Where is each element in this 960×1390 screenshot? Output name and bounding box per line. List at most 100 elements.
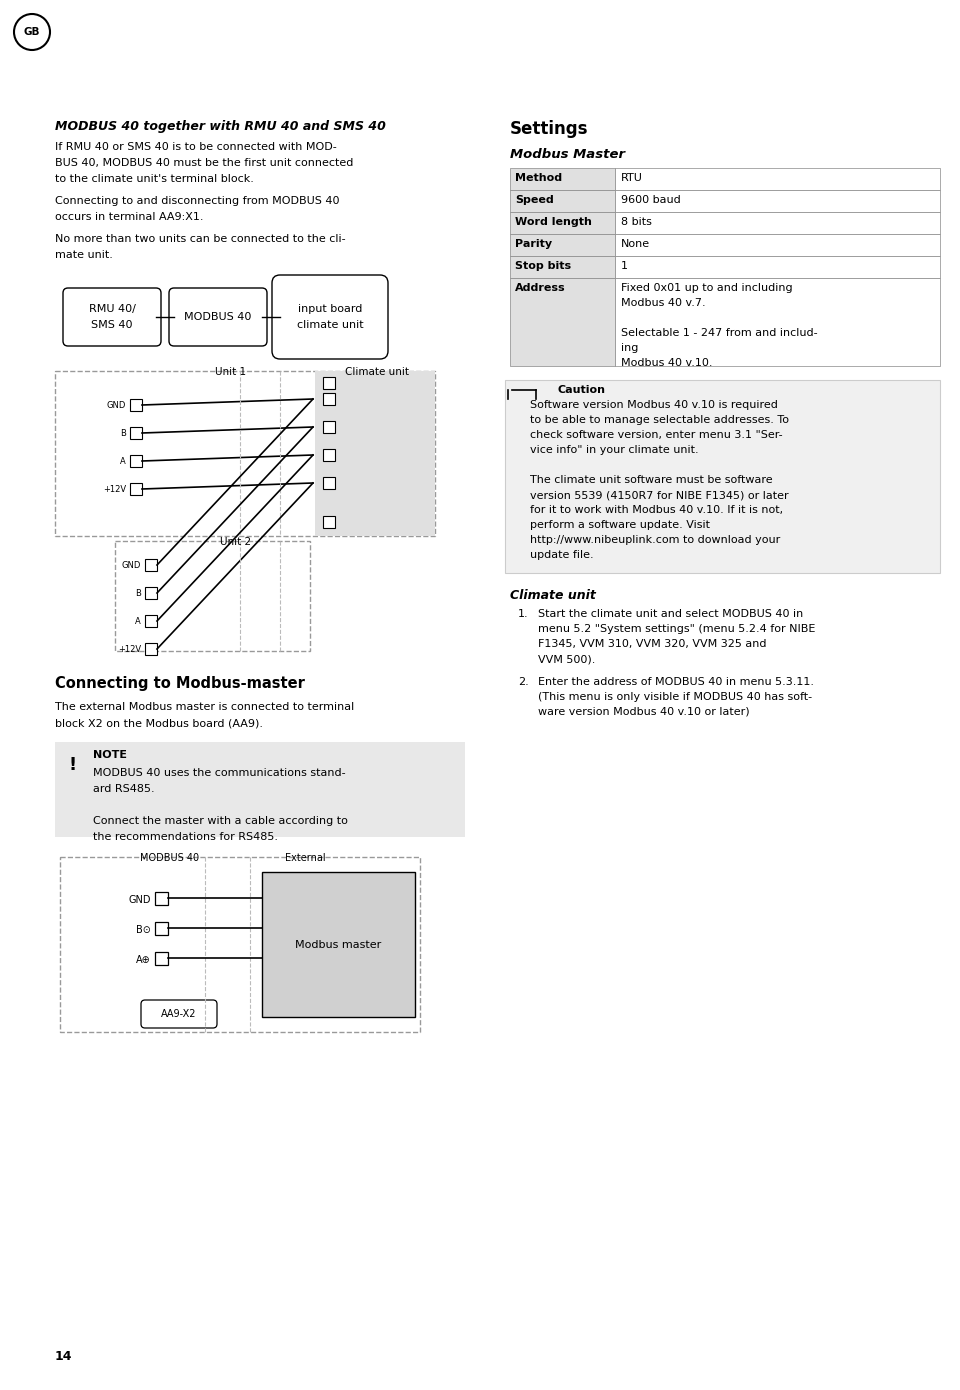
Text: Fixed 0x01 up to and including: Fixed 0x01 up to and including: [621, 284, 793, 293]
Text: NOTE: NOTE: [93, 751, 127, 760]
Text: Method: Method: [515, 172, 563, 183]
Bar: [60, 858, 420, 1031]
Bar: [615, 256, 940, 278]
Bar: [615, 190, 940, 213]
Bar: [323, 377, 335, 389]
Text: A⊕: A⊕: [136, 955, 151, 965]
Text: mate unit.: mate unit.: [55, 250, 113, 260]
Bar: [505, 379, 940, 573]
Text: Modbus Master: Modbus Master: [510, 147, 625, 161]
Text: Modbus master: Modbus master: [296, 940, 382, 949]
Text: Address: Address: [515, 284, 565, 293]
Text: 1: 1: [621, 261, 628, 271]
Text: Start the climate unit and select MODBUS 40 in: Start the climate unit and select MODBUS…: [538, 609, 804, 619]
Text: Modbus 40 v.10.: Modbus 40 v.10.: [621, 359, 712, 368]
Text: update file.: update file.: [530, 550, 593, 560]
Bar: [55, 371, 435, 537]
Text: Modbus 40 v.7.: Modbus 40 v.7.: [621, 297, 706, 309]
Text: Parity: Parity: [515, 239, 552, 249]
Text: B: B: [120, 430, 126, 438]
Text: Connect the master with a cable according to: Connect the master with a cable accordin…: [93, 816, 348, 826]
Text: B⊙: B⊙: [136, 924, 151, 935]
Text: Enter the address of MODBUS 40 in menu 5.3.11.: Enter the address of MODBUS 40 in menu 5…: [538, 677, 814, 687]
Bar: [323, 449, 335, 461]
Bar: [145, 559, 157, 571]
Text: menu 5.2 "System settings" (menu 5.2.4 for NIBE: menu 5.2 "System settings" (menu 5.2.4 f…: [538, 624, 815, 634]
Text: MODBUS 40: MODBUS 40: [184, 311, 252, 322]
Bar: [55, 742, 465, 837]
Text: MODBUS 40 together with RMU 40 and SMS 40: MODBUS 40 together with RMU 40 and SMS 4…: [55, 120, 386, 133]
Bar: [115, 541, 310, 651]
Text: GND: GND: [129, 895, 151, 905]
Text: !: !: [69, 756, 77, 774]
Text: +12V: +12V: [118, 645, 141, 655]
Text: Connecting to Modbus-master: Connecting to Modbus-master: [55, 676, 305, 691]
Text: 14: 14: [55, 1350, 73, 1364]
Bar: [323, 421, 335, 434]
Bar: [145, 614, 157, 627]
Bar: [130, 482, 142, 495]
Text: Connecting to and disconnecting from MODBUS 40: Connecting to and disconnecting from MOD…: [55, 196, 340, 206]
Text: to the climate unit's terminal block.: to the climate unit's terminal block.: [55, 174, 253, 183]
Text: 9600 baud: 9600 baud: [621, 195, 681, 204]
Bar: [130, 455, 142, 467]
Text: Stop bits: Stop bits: [515, 261, 571, 271]
Text: B: B: [135, 589, 141, 599]
FancyBboxPatch shape: [272, 275, 388, 359]
Bar: [510, 168, 615, 190]
Text: to be able to manage selectable addresses. To: to be able to manage selectable addresse…: [530, 416, 789, 425]
Text: A: A: [135, 617, 141, 627]
Text: ing: ing: [621, 343, 638, 353]
Text: Software version Modbus 40 v.10 is required: Software version Modbus 40 v.10 is requi…: [530, 400, 778, 410]
Bar: [155, 892, 168, 905]
Text: Settings: Settings: [510, 120, 588, 138]
Bar: [323, 393, 335, 404]
Text: 1.: 1.: [518, 609, 529, 619]
Text: (This menu is only visible if MODBUS 40 has soft-: (This menu is only visible if MODBUS 40 …: [538, 692, 812, 702]
Text: ard RS485.: ard RS485.: [93, 784, 155, 794]
Text: Selectable 1 - 247 from and includ-: Selectable 1 - 247 from and includ-: [621, 328, 818, 338]
Text: A: A: [120, 457, 126, 467]
Bar: [145, 644, 157, 655]
Text: External: External: [285, 853, 325, 863]
Text: http://www.nibeuplink.com to download your: http://www.nibeuplink.com to download yo…: [530, 535, 780, 545]
Bar: [323, 477, 335, 489]
Bar: [155, 952, 168, 965]
FancyBboxPatch shape: [169, 288, 267, 346]
Text: No more than two units can be connected to the cli-: No more than two units can be connected …: [55, 234, 346, 245]
Text: Climate unit: Climate unit: [345, 367, 409, 377]
Bar: [145, 587, 157, 599]
Bar: [510, 234, 615, 256]
Bar: [262, 872, 415, 1017]
Text: VVM 500).: VVM 500).: [538, 655, 595, 664]
FancyBboxPatch shape: [63, 288, 161, 346]
Text: GB: GB: [24, 26, 40, 38]
Bar: [615, 278, 940, 366]
Text: vice info" in your climate unit.: vice info" in your climate unit.: [530, 445, 699, 455]
Text: block X2 on the Modbus board (AA9).: block X2 on the Modbus board (AA9).: [55, 719, 263, 728]
Bar: [615, 168, 940, 190]
Text: GND: GND: [122, 562, 141, 570]
Text: SMS 40: SMS 40: [91, 320, 132, 329]
Text: F1345, VVM 310, VVM 320, VVM 325 and: F1345, VVM 310, VVM 320, VVM 325 and: [538, 639, 766, 649]
Text: If RMU 40 or SMS 40 is to be connected with MOD-: If RMU 40 or SMS 40 is to be connected w…: [55, 142, 337, 152]
Text: None: None: [621, 239, 650, 249]
Text: RMU 40/: RMU 40/: [88, 304, 135, 314]
Bar: [510, 256, 615, 278]
Bar: [510, 190, 615, 213]
Bar: [130, 427, 142, 439]
Text: the recommendations for RS485.: the recommendations for RS485.: [93, 833, 278, 842]
Bar: [615, 213, 940, 234]
Bar: [315, 371, 435, 537]
Text: version 5539 (4150R7 for NIBE F1345) or later: version 5539 (4150R7 for NIBE F1345) or …: [530, 491, 788, 500]
Bar: [615, 234, 940, 256]
Text: check software version, enter menu 3.1 "Ser-: check software version, enter menu 3.1 "…: [530, 430, 782, 441]
Text: climate unit: climate unit: [297, 320, 363, 329]
Text: input board: input board: [298, 304, 362, 314]
Text: AA9-X2: AA9-X2: [161, 1009, 197, 1019]
Text: Word length: Word length: [515, 217, 592, 227]
Text: The climate unit software must be software: The climate unit software must be softwa…: [530, 475, 773, 485]
Text: for it to work with Modbus 40 v.10. If it is not,: for it to work with Modbus 40 v.10. If i…: [530, 505, 783, 516]
Text: BUS 40, MODBUS 40 must be the first unit connected: BUS 40, MODBUS 40 must be the first unit…: [55, 158, 353, 168]
Text: occurs in terminal AA9:X1.: occurs in terminal AA9:X1.: [55, 213, 204, 222]
